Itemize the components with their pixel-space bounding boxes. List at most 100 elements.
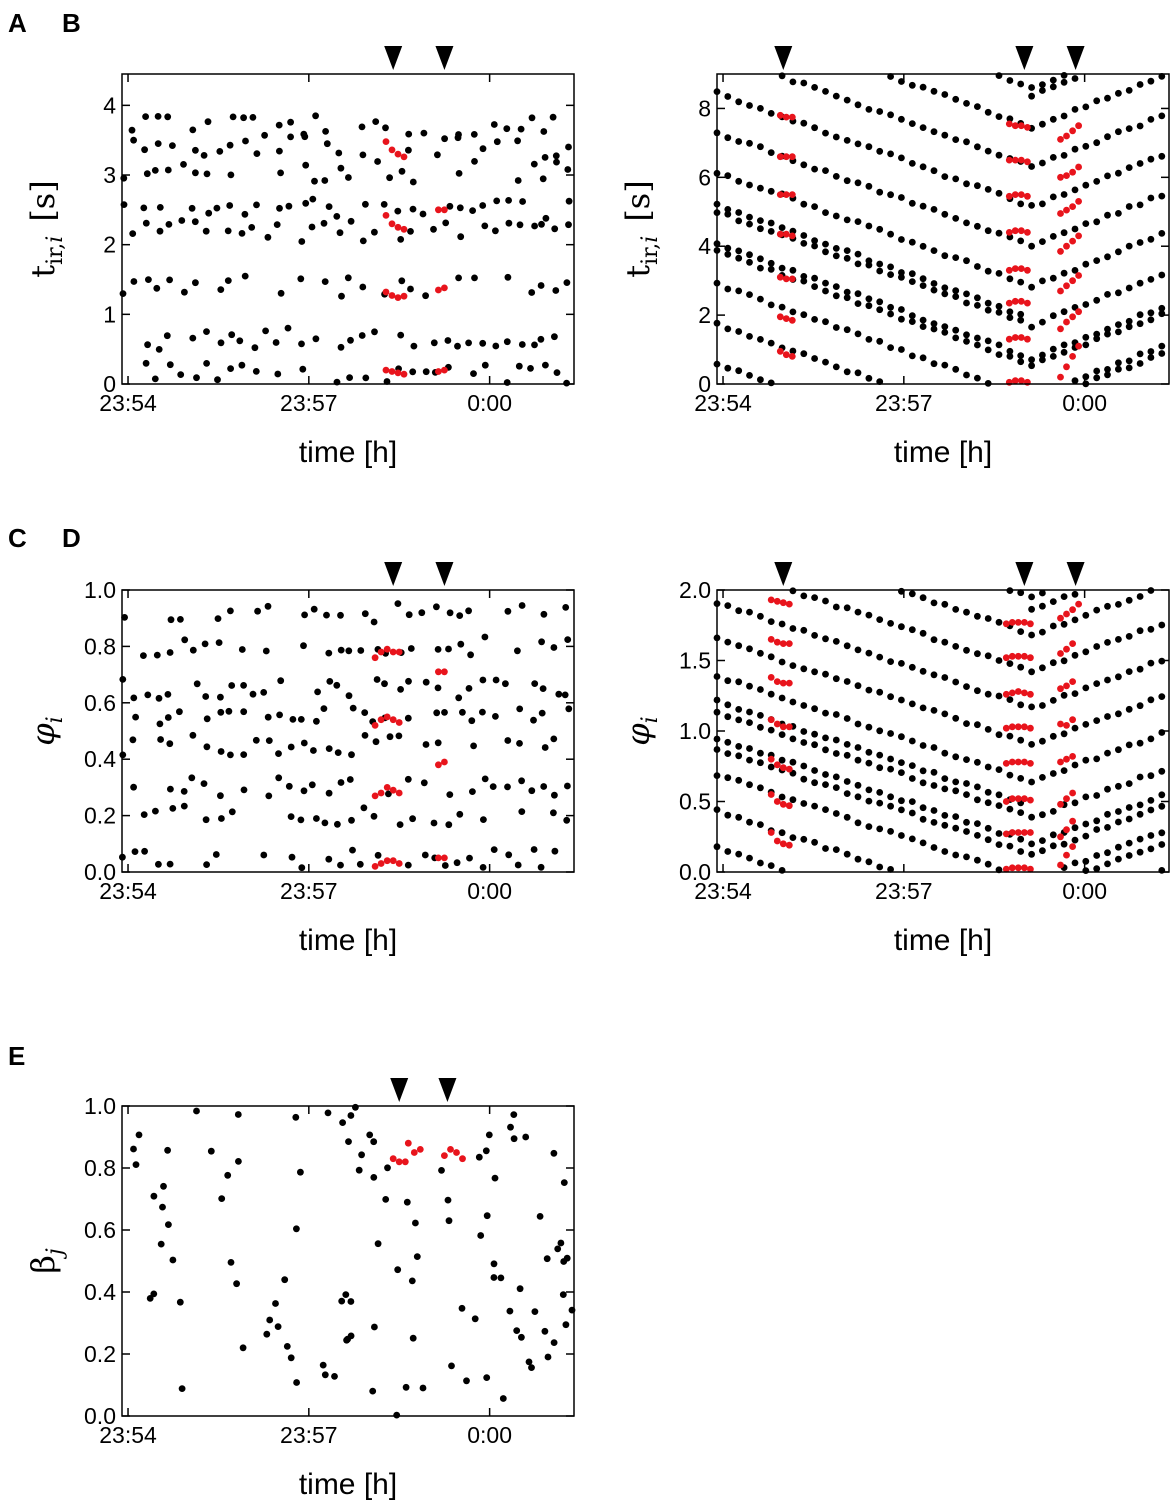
data-point [1006,77,1014,84]
y-tick-label: 1.5 [679,648,711,674]
data-point [455,274,462,282]
data-point [789,758,797,766]
highlight-point [1014,864,1022,872]
data-point [1006,732,1014,740]
data-point [481,775,489,783]
data-point [919,839,927,847]
highlight-point [389,648,397,656]
data-point [1060,730,1068,738]
data-point [445,645,452,653]
data-point [984,147,992,155]
data-point [984,337,992,345]
data-point [433,709,441,717]
data-point [1136,160,1144,167]
data-point [930,128,938,136]
data-point [908,238,916,246]
data-point [441,135,448,143]
data-point [1125,364,1133,372]
data-point [887,620,894,627]
data-point [1082,103,1090,111]
data-point [898,623,905,631]
data-point [800,79,808,87]
data-point [735,642,743,650]
x-tick-label: 23:54 [694,878,752,904]
highlight-point [767,674,775,681]
data-point [789,662,797,669]
data-point [1071,761,1079,769]
data-point [236,337,244,345]
data-point [272,339,280,346]
data-point [876,188,884,196]
data-point [1028,283,1035,291]
data-point [1125,125,1133,132]
highlight-point [1069,640,1076,647]
data-point [394,207,402,215]
data-point [510,1135,518,1143]
data-point [164,714,172,721]
data-point [757,749,764,757]
data-point [974,650,981,658]
data-point [800,739,808,746]
data-point [778,303,786,311]
data-point [941,329,949,336]
highlight-point [1057,861,1064,869]
data-point [266,1316,274,1324]
data-point [1082,721,1090,728]
data-point [1028,631,1035,639]
plot-frame [121,1105,575,1417]
highlight-point [371,863,379,870]
data-point [822,734,829,742]
event-arrow-marker [1015,562,1034,586]
data-point [919,275,927,283]
data-point [228,682,236,689]
data-point [151,167,159,174]
highlight-point [1024,299,1031,307]
data-point [152,807,159,815]
data-point [202,227,210,235]
data-point [1017,589,1025,597]
data-point [565,143,572,151]
highlight-point [1014,688,1022,695]
data-point [1093,792,1101,799]
data-point [410,342,418,350]
data-point [309,195,317,203]
x-axis-label: time [h] [299,924,397,957]
data-point [277,289,285,297]
data-point [963,219,970,227]
data-point [822,248,829,256]
y-tick-label: 4 [698,233,711,259]
highlight-point [779,679,787,687]
data-point [930,280,938,287]
data-point [518,602,526,609]
data-point [454,342,461,350]
data-point [481,361,489,369]
data-point [264,233,272,241]
data-point [559,1291,567,1298]
data-point [345,174,352,181]
data-point [757,784,764,792]
data-point [854,793,862,801]
highlight-point [410,1149,418,1156]
data-point [503,125,511,133]
x-tick-label: 23:57 [280,1422,338,1448]
data-point [356,860,364,868]
data-point [800,161,808,169]
data-point [505,219,513,227]
y-axis-label-base: t [619,265,657,278]
highlight-point [371,722,379,729]
data-point [822,279,829,287]
data-point [166,860,174,868]
data-point [789,735,797,743]
highlight-point [782,153,790,161]
data-point [370,618,378,626]
data-point [165,221,173,228]
data-point [746,818,753,826]
data-point [345,692,353,700]
x-tick-label: 0:00 [1062,390,1107,416]
data-point [865,182,873,190]
data-point [217,748,225,755]
data-point [1049,831,1057,839]
data-point [510,1111,518,1118]
data-point [1093,139,1101,147]
data-point [1147,348,1155,355]
